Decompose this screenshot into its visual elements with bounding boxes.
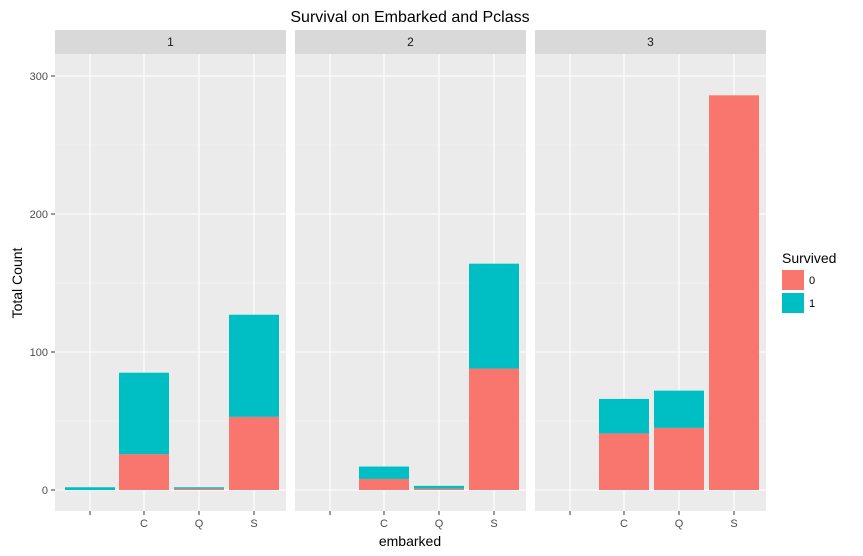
bar-survived-0-C (359, 478, 409, 490)
facet-strip (535, 30, 766, 54)
x-tick-label: Q (195, 518, 204, 530)
facet-strip (295, 30, 526, 54)
bar-survived-0-S (709, 95, 759, 490)
x-tick-label: S (490, 518, 497, 530)
facet-strip-label: 1 (167, 35, 174, 49)
x-tick-label: S (730, 518, 737, 530)
y-axis-title: Total Count (9, 247, 25, 318)
bar-survived-1-C (359, 466, 409, 479)
bar-survived-0-C (119, 454, 169, 490)
facet-panel-1: 1 (55, 30, 286, 511)
x-tick-label: S (250, 518, 257, 530)
bar-survived-1-C (599, 398, 649, 434)
chart-title: Survival on Embarked and Pclass (290, 9, 529, 26)
legend: Survived 0 1 (782, 250, 836, 313)
facet-strip (55, 30, 286, 54)
bar-survived-0-S (469, 368, 519, 490)
bar-survived-0-Q (414, 488, 464, 490)
y-tick-label: 0 (42, 485, 48, 497)
facets: 1 2 3 (55, 30, 766, 511)
bar-survived-1-Q (174, 487, 224, 489)
y-tick-label: 100 (30, 347, 48, 359)
bar-survived-1-Q (654, 390, 704, 428)
bar-survived-1-Q (414, 485, 464, 489)
bar-survived-1-C (119, 372, 169, 455)
y-tick-label: 200 (30, 209, 48, 221)
bar-survived-0-C (599, 433, 649, 490)
x-tick-label: C (140, 518, 148, 530)
x-axis-title: embarked (379, 533, 441, 549)
x-tick-label: C (380, 518, 388, 530)
legend-label-1: 1 (809, 298, 815, 310)
y-tick-label: 300 (30, 71, 48, 83)
bar-survived-0-Q (654, 427, 704, 490)
legend-title: Survived (782, 250, 836, 266)
facet-strip-label: 2 (407, 35, 414, 49)
y-axis: 0 100 200 300 (30, 71, 55, 497)
x-tick-label: Q (675, 518, 684, 530)
facet-panel-2: 2 (295, 30, 526, 511)
facet-strip-label: 3 (647, 35, 654, 49)
legend-key-1 (782, 293, 804, 313)
legend-label-0: 0 (809, 275, 815, 287)
bar-survived-1-S (229, 314, 279, 417)
facet-panel-3: 3 (535, 30, 766, 511)
bar-survived-1-S (469, 263, 519, 369)
bar-survived-0-S (229, 416, 279, 490)
x-tick-label: Q (435, 518, 444, 530)
legend-key-0 (782, 270, 804, 290)
bar-survived-1-blank (65, 487, 115, 490)
bar-survived-0-Q (174, 488, 224, 490)
x-tick-label: C (620, 518, 628, 530)
